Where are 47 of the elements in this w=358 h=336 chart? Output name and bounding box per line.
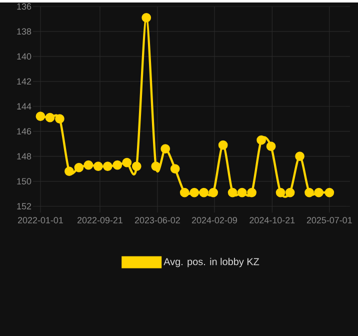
point — [55, 114, 64, 124]
x-tick-label: 2022-01-01 — [18, 216, 63, 224]
point — [218, 140, 228, 150]
y-tick-label: 148 — [17, 152, 32, 160]
point — [199, 188, 209, 197]
point — [160, 144, 170, 154]
point — [266, 141, 276, 151]
y-tick-label: 152 — [17, 202, 32, 210]
point — [64, 166, 74, 176]
point — [228, 188, 238, 197]
point — [237, 188, 247, 197]
point — [36, 111, 46, 121]
y-tick-label: 146 — [17, 128, 32, 134]
point — [304, 188, 314, 197]
y-tick-label: 150 — [17, 178, 32, 184]
point — [170, 164, 180, 174]
point — [208, 188, 218, 197]
point — [190, 188, 200, 197]
point — [314, 188, 324, 197]
x-tick-label: 2024-02-09 — [192, 216, 237, 224]
point — [74, 162, 84, 172]
point — [295, 151, 304, 161]
point — [45, 112, 55, 122]
y-tick-label: 142 — [17, 78, 32, 84]
x-tick-label: 2022-09-21 — [78, 216, 122, 224]
point — [132, 161, 142, 171]
y-tick-label: 138 — [17, 28, 32, 34]
point — [247, 188, 256, 197]
point — [142, 12, 152, 22]
point — [285, 188, 295, 197]
point — [151, 161, 161, 171]
x-tick-label: 2025-07-01 — [306, 216, 352, 224]
y-tick-label: 136 — [17, 3, 32, 10]
legend-label: Avg. pos. in lobby KZ — [164, 258, 260, 267]
x-tick-label: 2024-10-21 — [250, 216, 295, 224]
y-tick-label: 144 — [17, 103, 32, 110]
point — [93, 161, 103, 171]
x-tick-label: 2023-06-02 — [134, 216, 180, 224]
point — [324, 188, 334, 197]
point — [180, 188, 190, 197]
point — [122, 158, 132, 167]
point — [84, 160, 94, 170]
point — [256, 135, 266, 145]
point — [112, 160, 122, 170]
y-tick-label: 140 — [17, 53, 32, 60]
point — [102, 161, 112, 171]
point — [276, 188, 286, 197]
